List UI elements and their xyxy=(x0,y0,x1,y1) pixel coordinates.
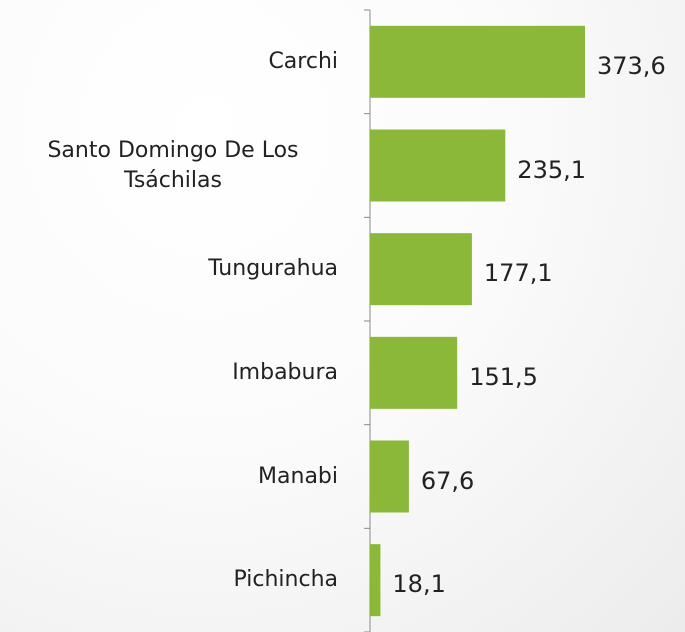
bar xyxy=(370,544,381,617)
value-label: 67,6 xyxy=(420,466,475,495)
category-label: Tungurahua xyxy=(208,256,338,282)
bar xyxy=(370,233,472,306)
category-label: Imbabura xyxy=(232,359,338,385)
value-label: 18,1 xyxy=(392,570,446,599)
value-label: 235,1 xyxy=(517,155,587,184)
category-label: Carchi xyxy=(268,48,338,74)
category-label: Manabi xyxy=(258,463,338,489)
value-label: 373,6 xyxy=(597,51,666,80)
value-label: 151,5 xyxy=(469,362,538,391)
value-label: 177,1 xyxy=(483,259,553,288)
category-label: Pichincha xyxy=(233,567,338,593)
bar xyxy=(370,129,506,202)
bar xyxy=(370,440,409,513)
category-label: Santo Domingo De Los Tsáchilas xyxy=(47,137,299,193)
bar xyxy=(370,25,586,98)
bar xyxy=(370,336,458,409)
